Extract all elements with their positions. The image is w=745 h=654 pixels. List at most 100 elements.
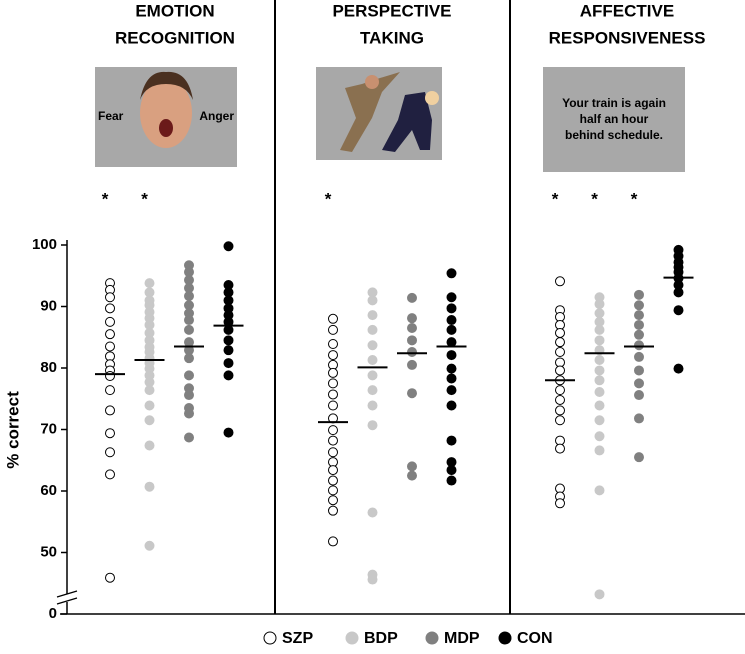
panel-title: PERSPECTIVE	[332, 1, 451, 20]
significance-marker: *	[141, 189, 148, 208]
y-axis-label: % correct	[3, 391, 22, 469]
data-point	[184, 370, 194, 381]
data-point	[673, 287, 684, 298]
legend-marker	[498, 631, 512, 645]
data-point	[407, 292, 417, 303]
figure-illustration	[340, 72, 400, 152]
y-tick-label: 80	[40, 359, 57, 376]
data-point	[594, 485, 605, 496]
data-point	[673, 363, 684, 374]
data-point	[328, 465, 338, 476]
data-point	[446, 303, 457, 314]
data-point	[407, 388, 417, 399]
data-point	[328, 378, 338, 389]
data-point	[105, 316, 115, 327]
data-point	[328, 367, 338, 378]
data-point	[367, 400, 378, 411]
data-point	[144, 440, 155, 451]
data-point	[634, 378, 644, 389]
data-point	[144, 400, 155, 411]
data-point	[555, 394, 565, 405]
y-tick-label: 100	[32, 236, 57, 253]
head-illustration	[425, 91, 439, 105]
data-point	[634, 390, 644, 401]
data-point	[105, 370, 115, 381]
y-tick-label: 70	[40, 420, 57, 437]
data-point	[367, 355, 378, 366]
data-point	[367, 420, 378, 431]
data-point	[105, 341, 115, 352]
panel-title: EMOTION	[135, 1, 214, 20]
data-point	[446, 350, 457, 361]
data-point	[328, 324, 338, 335]
data-point	[555, 385, 565, 396]
data-point	[223, 427, 234, 438]
significance-marker: *	[631, 189, 638, 208]
scenario-text: half an hour	[580, 112, 649, 126]
data-point	[594, 386, 605, 397]
data-point	[634, 310, 644, 321]
data-point	[407, 335, 417, 346]
hair-illustration	[140, 71, 193, 100]
data-point	[555, 327, 565, 338]
data-point	[367, 385, 378, 396]
data-point	[555, 405, 565, 416]
axis-break	[56, 597, 78, 605]
data-point	[634, 351, 644, 362]
axis-break-gap	[57, 594, 77, 602]
data-point	[328, 350, 338, 361]
data-point	[446, 337, 457, 348]
data-point	[634, 319, 644, 330]
data-point	[446, 315, 457, 326]
data-point	[144, 278, 155, 289]
data-point	[367, 340, 378, 351]
legend-marker	[345, 631, 359, 645]
scenario-text: Your train is again	[562, 96, 666, 110]
data-point	[144, 385, 155, 396]
emotion-label: Fear	[98, 109, 124, 123]
data-point	[105, 428, 115, 439]
data-point	[594, 324, 605, 335]
data-point	[446, 373, 457, 384]
data-point	[184, 432, 194, 443]
data-point	[634, 452, 644, 463]
data-point	[594, 308, 605, 319]
data-point	[594, 355, 605, 366]
data-point	[634, 365, 644, 376]
data-point	[446, 292, 457, 303]
data-point	[594, 365, 605, 376]
data-point	[144, 415, 155, 426]
legend-label: CON	[517, 630, 553, 647]
legend-marker	[263, 631, 277, 645]
data-point	[446, 475, 457, 486]
data-point	[105, 385, 115, 396]
data-point	[594, 415, 605, 426]
data-point	[184, 291, 194, 302]
data-point	[446, 465, 457, 476]
legend-marker	[425, 631, 439, 645]
data-point	[594, 375, 605, 386]
data-point	[555, 498, 565, 509]
data-point	[594, 445, 605, 456]
data-point	[634, 300, 644, 311]
data-point	[105, 469, 115, 480]
data-point	[105, 329, 115, 340]
data-point	[446, 435, 457, 446]
significance-marker: *	[325, 189, 332, 208]
data-point	[328, 505, 338, 516]
y-tick-label: 90	[40, 297, 57, 314]
y-tick-label: 50	[40, 543, 57, 560]
data-point	[446, 400, 457, 411]
data-point	[328, 425, 338, 436]
data-point	[328, 435, 338, 446]
data-point	[367, 507, 378, 518]
data-point	[105, 405, 115, 416]
data-point	[367, 574, 378, 585]
data-point	[594, 431, 605, 442]
significance-marker: *	[591, 189, 598, 208]
data-point	[328, 339, 338, 350]
head-illustration	[365, 75, 379, 89]
data-point	[673, 305, 684, 316]
data-point	[634, 340, 644, 351]
data-point	[634, 329, 644, 340]
